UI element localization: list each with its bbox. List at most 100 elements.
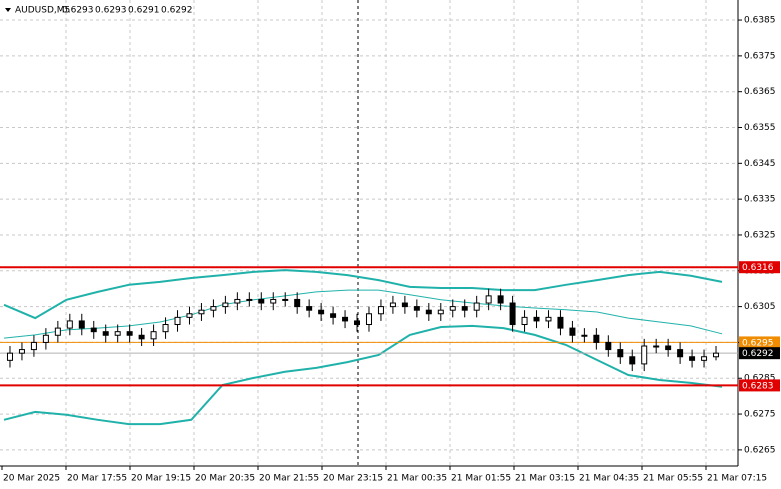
candle-body: [437, 309, 444, 315]
candle-body: [713, 352, 720, 358]
header-value: 0.6293: [95, 6, 127, 16]
y-tick-label: 0.6345: [744, 159, 776, 169]
y-tick-label: 0.6355: [744, 123, 776, 133]
candle-body: [186, 313, 193, 318]
candle-body: [557, 316, 564, 329]
candle-body: [653, 345, 660, 348]
candle-body: [270, 298, 277, 304]
header-value: 0.6293: [62, 6, 94, 16]
x-tick-label: 21 Mar 01:55: [451, 474, 511, 484]
candle-body: [389, 302, 396, 308]
candle-body: [354, 320, 361, 326]
x-tick-label: 20 Mar 19:15: [131, 474, 191, 484]
header: AUDUSD,M5 0.6293 0.6293 0.6291 0.6292: [5, 6, 193, 16]
y-tick-label: 0.6265: [744, 445, 776, 455]
candle-body: [78, 320, 85, 329]
candle-body: [18, 349, 25, 354]
candle-body: [66, 320, 73, 329]
y-tick-label: 0.6285: [744, 374, 776, 384]
candle-body: [485, 295, 492, 304]
candle-body: [330, 313, 337, 318]
candle-body: [401, 302, 408, 308]
candle-body: [677, 349, 684, 358]
y-tick-label: 0.6305: [744, 302, 776, 312]
y-tick-label: 0.6275: [744, 410, 776, 420]
bollinger-band: [3, 269, 723, 320]
candle-body: [461, 306, 468, 311]
candle-body: [521, 316, 528, 326]
x-tick-label: 21 Mar 07:15: [707, 474, 767, 484]
bollinger-band: [3, 289, 723, 339]
candle-body: [234, 298, 241, 304]
candle-body: [617, 349, 624, 358]
level-label-bg: [739, 347, 780, 360]
candle-body: [701, 356, 708, 361]
candle-body: [581, 334, 588, 337]
candle-body: [90, 327, 97, 333]
candle-body: [377, 306, 384, 315]
candle-body: [6, 352, 13, 361]
candle-body: [569, 327, 576, 336]
candle-body: [473, 302, 480, 311]
candle-body: [306, 306, 313, 311]
header-icon: [5, 8, 11, 12]
candle-body: [210, 306, 217, 311]
candle-body: [294, 298, 301, 308]
header-value: 0.6291: [128, 6, 160, 16]
bollinger-band: [3, 324, 723, 426]
candle-body: [282, 298, 289, 301]
candle-body: [102, 331, 109, 336]
candle-body: [30, 341, 37, 351]
candle-body: [629, 356, 636, 365]
x-tick-label: 20 Mar 2025: [3, 474, 60, 484]
candle-body: [365, 313, 372, 326]
candle-body: [425, 309, 432, 315]
candle-body: [198, 309, 205, 315]
candle-body: [138, 334, 145, 340]
x-tick-label: 20 Mar 23:15: [323, 474, 383, 484]
candle-body: [545, 316, 552, 322]
level-label-bg: [739, 379, 780, 392]
level-label: 0.6316: [742, 263, 774, 273]
candle-body: [605, 341, 612, 351]
candle-body: [593, 334, 600, 343]
candle-body: [497, 295, 504, 304]
x-tick-label: 20 Mar 21:55: [259, 474, 319, 484]
candle-body: [342, 316, 349, 322]
candle-body: [689, 356, 696, 361]
candle-body: [258, 298, 265, 304]
candle-body: [449, 306, 456, 311]
candle-body: [126, 331, 133, 336]
x-tick-label: 21 Mar 03:15: [515, 474, 575, 484]
y-tick-label: 0.6385: [744, 16, 776, 26]
level-label-bg: [739, 261, 780, 274]
x-tick-label: 21 Mar 00:35: [387, 474, 447, 484]
x-tick-label: 20 Mar 17:55: [67, 474, 127, 484]
candle-body: [246, 298, 253, 301]
y-tick-label: 0.6325: [744, 230, 776, 240]
x-tick-label: 21 Mar 04:35: [579, 474, 639, 484]
level-label: 0.6292: [742, 349, 774, 359]
y-tick-label: 0.6375: [744, 51, 776, 61]
candle-body: [665, 345, 672, 351]
candle-body: [150, 331, 157, 340]
candle-body: [641, 345, 648, 365]
candle-body: [222, 302, 229, 308]
x-tick-label: 20 Mar 20:35: [195, 474, 255, 484]
candle-body: [533, 316, 540, 322]
candle-body: [509, 302, 516, 326]
candle-body: [54, 327, 61, 336]
candle-body: [114, 331, 121, 336]
level-label: 0.6283: [742, 381, 774, 391]
x-tick-label: 21 Mar 05:55: [643, 474, 703, 484]
level-label-bg: [739, 336, 780, 349]
level-label: 0.6295: [742, 338, 774, 348]
candle-body: [318, 309, 325, 315]
candle-body: [42, 334, 49, 343]
candle-body: [413, 306, 420, 311]
candle-body: [162, 324, 169, 333]
candle-body: [174, 316, 181, 326]
header-value: 0.6292: [161, 6, 193, 16]
